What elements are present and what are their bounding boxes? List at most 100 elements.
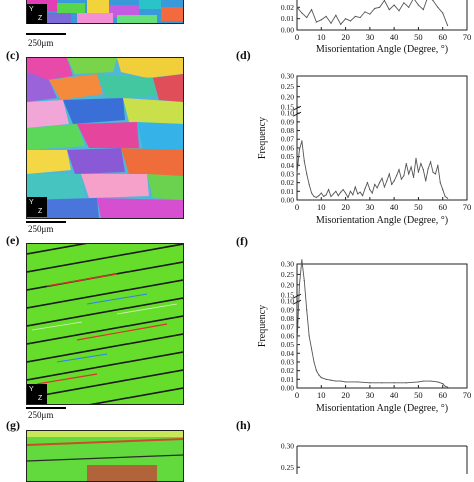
y-tick-label: 0.30 <box>281 260 294 269</box>
coordinate-triad-c: Y Z <box>27 197 47 217</box>
data-point <box>315 21 318 23</box>
data-point <box>340 23 342 25</box>
data-point <box>318 195 320 197</box>
data-point <box>378 6 381 8</box>
data-point <box>330 22 332 24</box>
y-tick-label: 0.04 <box>281 161 294 170</box>
data-point <box>446 386 449 388</box>
x-tick-label: 50 <box>414 202 423 212</box>
data-point <box>332 193 335 195</box>
y-tick-label: 0.20 <box>281 92 294 101</box>
triad-z-label: Z <box>38 208 43 215</box>
data-point <box>354 15 356 17</box>
data-point <box>298 149 301 151</box>
y-tick-label: 0.25 <box>281 463 294 472</box>
x-tick-label: 0 <box>295 32 299 42</box>
data-point <box>371 192 373 194</box>
data-point <box>444 195 446 198</box>
data-point <box>442 383 444 385</box>
data-point <box>381 177 383 179</box>
panel-letter-d: (d) <box>236 48 251 62</box>
data-point <box>359 191 361 193</box>
scale-bar-c <box>26 221 66 223</box>
y-tick-label: 0.06 <box>281 143 294 152</box>
y-tick-label: 0.07 <box>281 323 294 332</box>
data-point <box>388 173 390 175</box>
data-point <box>417 171 420 173</box>
chart-h-partial: 0.30 0.25 <box>255 440 474 474</box>
data-point <box>422 169 424 171</box>
x-axis-label: Misorientation Angle (Degree, °) <box>316 215 448 226</box>
data-point <box>429 161 432 163</box>
map-b-texture <box>27 0 183 23</box>
x-tick-label: 50 <box>414 390 423 400</box>
data-point <box>393 180 395 182</box>
data-point <box>301 259 303 261</box>
x-tick-label: 30 <box>366 390 375 400</box>
data-point <box>364 11 366 13</box>
data-point <box>427 168 429 170</box>
y-tick-label: 0.15 <box>281 291 294 300</box>
y-tick-label: 0.08 <box>281 126 294 135</box>
data-point <box>374 183 376 185</box>
x-tick-label: 10 <box>317 390 326 400</box>
series-line <box>296 259 448 388</box>
x-tick-label: 60 <box>438 390 447 400</box>
triad-z-label: Z <box>38 15 43 22</box>
data-point <box>429 380 432 382</box>
data-point <box>405 162 407 165</box>
data-point <box>344 192 347 194</box>
y-tick-label: 0.05 <box>281 152 294 161</box>
data-point <box>335 14 337 16</box>
plot-frame <box>296 263 468 389</box>
triad-y-label: Y <box>29 6 34 13</box>
data-point <box>313 195 315 198</box>
data-point <box>349 190 352 192</box>
data-point <box>354 186 356 188</box>
x-tick-label: 0 <box>295 390 299 400</box>
x-tick-label: 10 <box>317 32 326 42</box>
data-point <box>417 4 420 6</box>
y-tick-label: 0.15 <box>281 103 294 112</box>
data-point <box>349 20 352 22</box>
y-tick-label: 0.01 <box>281 14 294 23</box>
data-point <box>306 173 308 175</box>
data-point <box>366 182 369 184</box>
x-tick-label: 10 <box>317 202 326 212</box>
data-point <box>308 335 310 337</box>
data-point <box>344 381 347 383</box>
data-point <box>388 9 390 11</box>
data-point <box>369 382 371 384</box>
series-line <box>296 140 448 199</box>
x-tick-label: 20 <box>341 32 350 42</box>
data-point <box>437 164 439 166</box>
data-point <box>313 361 315 363</box>
data-point <box>357 381 359 383</box>
chart-f: 0.00 0.01 0.02 0.03 0.04 0.05 0.06 0.07 0.08 0.09… <box>255 256 474 418</box>
x-axis-label: Misorientation Angle (Degree, °) <box>316 403 448 414</box>
y-tick-label: 0.30 <box>281 442 294 451</box>
data-point <box>434 173 437 175</box>
data-point <box>400 178 403 180</box>
data-point <box>325 15 327 17</box>
scale-label-e: 250μm <box>28 410 54 420</box>
coordinate-triad-e: Y Z <box>27 384 47 404</box>
data-point <box>320 192 322 194</box>
plot-frame <box>296 75 468 201</box>
y-tick-label: 0.07 <box>281 135 294 144</box>
data-point <box>369 188 371 191</box>
data-point <box>298 284 301 286</box>
data-point <box>442 12 444 14</box>
x-tick-label: 60 <box>438 202 447 212</box>
data-point <box>393 382 395 384</box>
y-tick-label: 0.06 <box>281 331 294 340</box>
triad-z-label: Z <box>38 395 43 402</box>
data-point <box>296 344 298 346</box>
y-tick-label: 0.10 <box>281 297 294 306</box>
data-point <box>446 197 449 199</box>
x-tick-label: 70 <box>463 32 472 42</box>
chart-top-partial: 0.00 0.01 0.02 0 10 20 30 40 50 60 70 Misorientatio… <box>255 0 474 55</box>
data-point <box>308 183 310 185</box>
data-point <box>340 191 342 193</box>
panel-letter-h: (h) <box>236 418 251 432</box>
